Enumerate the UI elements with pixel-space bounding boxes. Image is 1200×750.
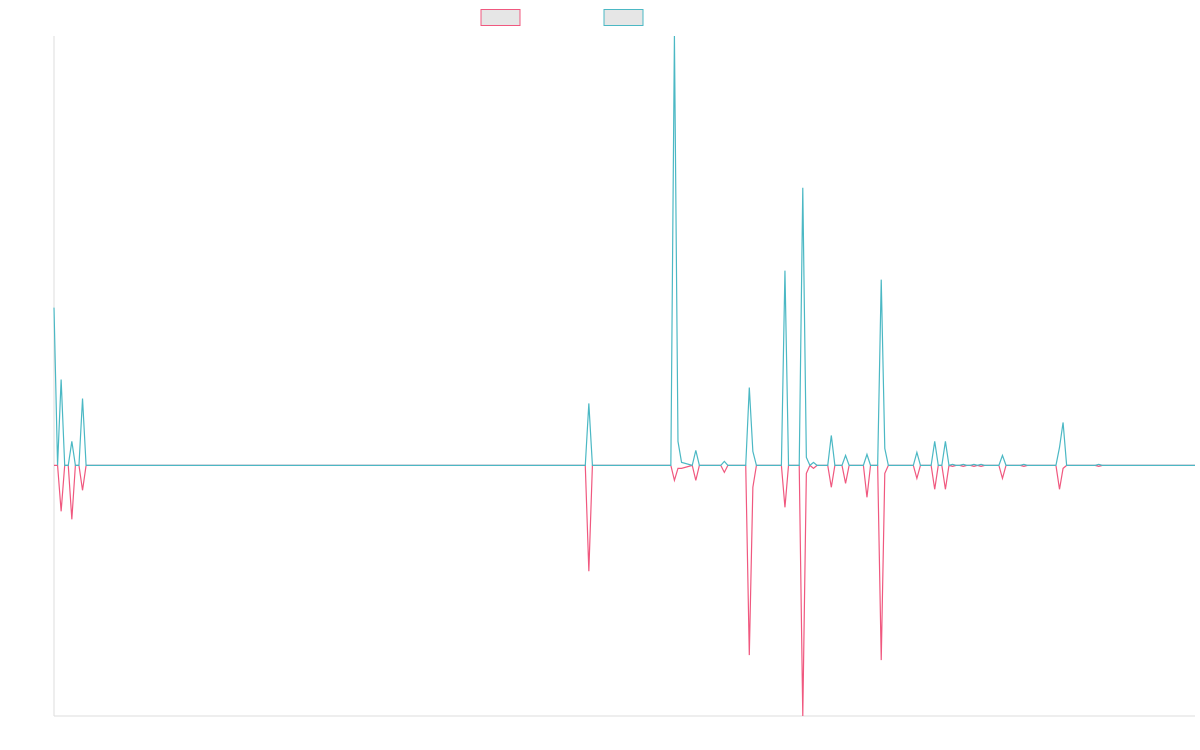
legend-swatch xyxy=(480,9,521,26)
legend-swatch xyxy=(603,9,644,26)
series-line xyxy=(53,35,1195,467)
series-line xyxy=(54,464,1195,717)
